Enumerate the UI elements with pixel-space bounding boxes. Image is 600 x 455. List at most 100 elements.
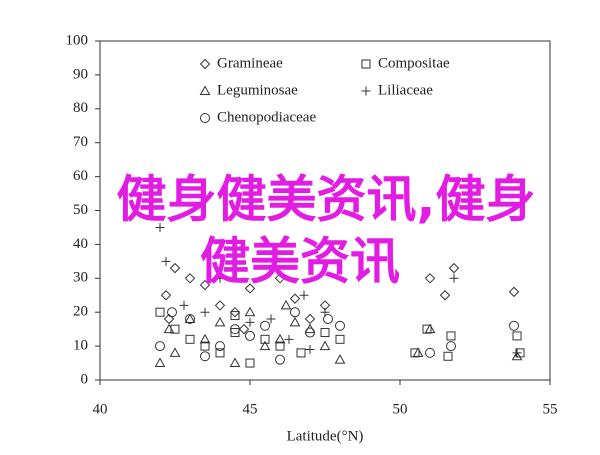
point: [238, 323, 250, 335]
point: [200, 307, 210, 317]
y-tick-label: 60: [73, 168, 88, 184]
point: [230, 324, 240, 335]
point: [215, 341, 225, 352]
y-tick-label: 80: [73, 100, 88, 116]
legend-marker: [361, 86, 371, 96]
x-axis-label: Latitude(°N): [287, 428, 364, 444]
point: [170, 324, 180, 334]
y-tick-label: 0: [81, 371, 89, 387]
point: [274, 273, 286, 284]
point: [439, 290, 451, 301]
point: [169, 347, 181, 357]
watermark: 健身健美资讯,健身: [117, 171, 536, 229]
legend-marker: [199, 58, 211, 70]
point: [320, 328, 330, 338]
point: [424, 323, 436, 334]
point: [443, 351, 453, 361]
point: [304, 313, 316, 325]
point: [184, 313, 196, 323]
y-tick-label: 70: [73, 134, 88, 150]
legend-label: Compositae: [378, 55, 450, 71]
point: [167, 307, 177, 318]
point: [335, 320, 345, 331]
y-tick-label: 20: [73, 304, 88, 320]
point: [424, 273, 436, 284]
legend-label: Chenopodiaceae: [217, 109, 316, 125]
point: [245, 358, 255, 368]
point: [185, 313, 195, 324]
point: [446, 341, 456, 352]
point: [244, 283, 256, 294]
point: [290, 307, 300, 318]
point: [412, 347, 424, 357]
point: [260, 334, 270, 344]
point: [214, 300, 226, 311]
legend-marker: [361, 59, 371, 69]
point: [289, 293, 301, 304]
point: [214, 316, 226, 327]
point: [163, 323, 175, 334]
point: [335, 334, 345, 344]
point: [449, 273, 459, 283]
y-tick-label: 50: [73, 202, 88, 218]
point: [323, 313, 333, 324]
point: [284, 334, 294, 344]
point: [289, 316, 301, 327]
legend-marker: [199, 85, 211, 95]
point: [199, 279, 211, 291]
point: [260, 320, 270, 331]
point: [245, 330, 255, 341]
point: [304, 323, 316, 334]
point: [334, 354, 346, 364]
point: [511, 350, 523, 361]
point: [154, 357, 166, 368]
point: [184, 273, 196, 284]
point: [508, 286, 520, 298]
x-tick-label: 40: [93, 401, 108, 417]
point: [200, 341, 210, 351]
watermark: 健美资讯: [200, 233, 400, 291]
point: [259, 340, 271, 351]
point: [229, 306, 241, 318]
point: [280, 299, 292, 310]
point: [215, 273, 225, 283]
point: [200, 351, 210, 362]
point: [305, 327, 315, 338]
point: [425, 347, 435, 358]
point: [512, 348, 522, 358]
point: [155, 222, 165, 232]
point: [161, 256, 171, 266]
point: [512, 331, 522, 341]
point: [245, 317, 255, 327]
point: [244, 306, 256, 317]
point: [509, 320, 519, 331]
point: [230, 328, 240, 338]
point: [230, 311, 240, 321]
point: [305, 344, 315, 354]
legend-marker: [200, 113, 210, 123]
point: [266, 314, 276, 324]
point: [319, 340, 331, 351]
point: [296, 348, 306, 358]
point: [179, 300, 189, 310]
point: [299, 290, 309, 300]
point: [448, 262, 460, 274]
point: [274, 333, 286, 344]
point: [160, 290, 172, 301]
y-tick-label: 30: [73, 270, 88, 286]
point: [275, 341, 285, 351]
point: [163, 313, 175, 325]
point: [446, 331, 456, 341]
y-tick-label: 40: [73, 236, 88, 252]
point: [185, 334, 195, 344]
point: [169, 262, 181, 274]
point: [275, 354, 285, 365]
point: [155, 307, 165, 317]
legend-label: Liliaceae: [378, 82, 433, 98]
x-tick-label: 55: [543, 401, 558, 417]
point: [229, 357, 241, 368]
y-tick-label: 90: [73, 66, 88, 82]
legend-label: Gramineae: [217, 55, 283, 71]
point: [155, 341, 165, 352]
